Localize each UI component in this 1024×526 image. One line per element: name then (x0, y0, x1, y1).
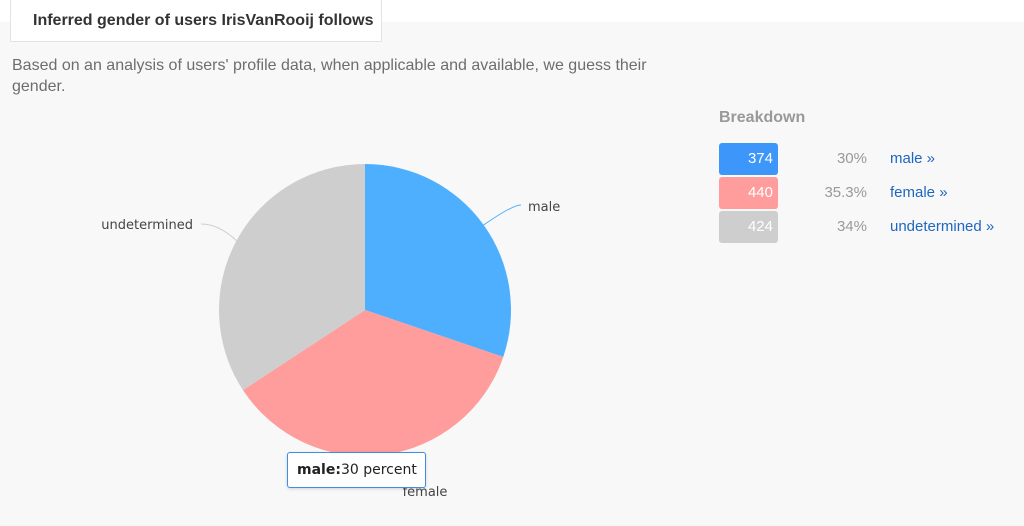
percent-undetermined: 34% (836, 218, 867, 235)
section-tab: Inferred gender of users IrisVanRooij fo… (10, 0, 382, 42)
percent-male: 30% (836, 150, 867, 167)
breakdown-title: Breakdown (719, 109, 806, 126)
pie-labels: male female undetermined (101, 200, 560, 500)
undetermined-link[interactable]: undetermined » (890, 218, 995, 235)
chart-tooltip: male:30 percent (287, 452, 426, 488)
tooltip-value: 30 percent (340, 462, 417, 478)
breakdown-row-female: 440 35.3% female » (719, 177, 1019, 209)
female-link[interactable]: female » (890, 184, 948, 201)
breakdown-row-undetermined: 424 34% undetermined » (719, 211, 1019, 243)
tooltip-label: male: (297, 462, 341, 478)
pie-label-female: female (403, 485, 448, 500)
pie-slice-male[interactable] (365, 164, 511, 357)
percent-female: 35.3% (824, 184, 867, 201)
pie-slices (218, 164, 511, 456)
section-title: Inferred gender of users IrisVanRooij fo… (33, 12, 374, 29)
count-badge-undetermined: 424 (719, 211, 778, 243)
male-link[interactable]: male » (890, 150, 936, 167)
leader-line-male (483, 204, 522, 226)
pie-label-male: male (528, 200, 560, 215)
description-text: Based on an analysis of users' profile d… (12, 57, 647, 95)
count-badge-female: 440 (719, 177, 778, 209)
breakdown-row-male: 374 30% male » (719, 143, 1019, 175)
count-badge-male: 374 (719, 143, 778, 175)
pie-slice-undetermined[interactable] (218, 164, 365, 391)
leader-line-undetermined (200, 223, 237, 242)
pie-label-undetermined: undetermined (101, 218, 193, 233)
pie-slice-female[interactable] (242, 310, 504, 456)
